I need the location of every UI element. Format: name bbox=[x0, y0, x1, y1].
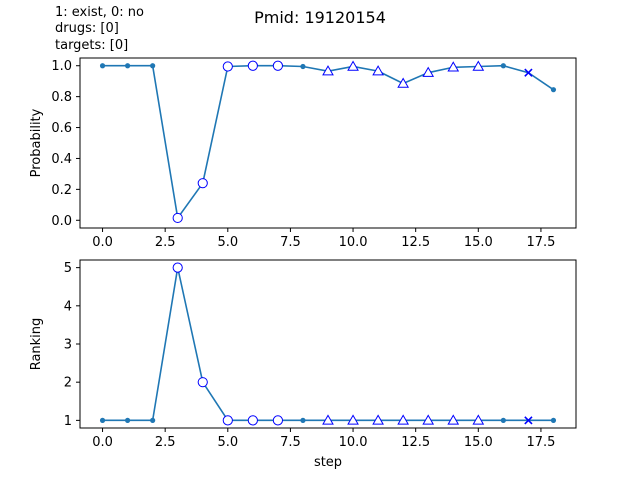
axes-frame bbox=[79, 259, 577, 429]
point-circle bbox=[272, 60, 283, 71]
point-circle bbox=[222, 415, 233, 426]
y-tick-label: 0.2 bbox=[51, 183, 72, 198]
x-tick-label: 12.5 bbox=[401, 435, 430, 450]
point-circle bbox=[272, 415, 283, 426]
point-triangle bbox=[322, 65, 334, 76]
point-triangle bbox=[472, 60, 485, 71]
axes-frame bbox=[79, 57, 577, 229]
y-axis-label: Probability bbox=[29, 108, 44, 177]
x-tick-label: 2.5 bbox=[155, 435, 176, 450]
point-dot bbox=[550, 417, 557, 423]
x-tick-label: 17.5 bbox=[526, 235, 555, 250]
point-dot bbox=[550, 87, 557, 93]
y-tick-label: 1 bbox=[64, 414, 72, 429]
y-tick-label: 2 bbox=[64, 376, 72, 391]
x-tick-label: 10.0 bbox=[339, 435, 368, 450]
x-tick-label: 7.5 bbox=[280, 435, 301, 450]
figure-title: Pmid: 19120154 bbox=[254, 8, 386, 27]
point-triangle bbox=[422, 414, 435, 425]
point-dot bbox=[500, 63, 506, 69]
point-triangle bbox=[447, 414, 460, 425]
x-tick-label: 5.0 bbox=[217, 235, 238, 250]
point-triangle bbox=[422, 66, 435, 77]
y-tick-label: 0.4 bbox=[51, 152, 72, 167]
series-line bbox=[102, 64, 554, 220]
x-tick-label: 2.5 bbox=[155, 235, 176, 250]
x-axis-label: step bbox=[314, 455, 342, 470]
point-triangle bbox=[472, 414, 485, 425]
point-dot bbox=[300, 63, 306, 70]
y-tick-label: 5 bbox=[64, 261, 72, 276]
point-x bbox=[524, 68, 533, 77]
point-triangle bbox=[372, 65, 384, 76]
point-dot bbox=[150, 63, 156, 69]
y-tick-label: 0.6 bbox=[51, 121, 72, 136]
ranking-panel: 0.0 2.5 5.0 7.5 10.0 12.5 15.0 17.5 1 2 3 4 5 Ranking… bbox=[29, 259, 577, 470]
point-dot bbox=[99, 417, 106, 423]
point-circle bbox=[222, 61, 233, 72]
note-line-3: targets: [0] bbox=[55, 38, 128, 53]
y-tick-label: 3 bbox=[64, 338, 72, 353]
point-x bbox=[524, 416, 533, 425]
point-dot bbox=[124, 417, 131, 423]
x-tick-label: 0.0 bbox=[92, 235, 113, 250]
point-dot bbox=[150, 417, 156, 423]
x-tick-label: 15.0 bbox=[464, 235, 493, 250]
x-tick-label: 17.5 bbox=[526, 435, 555, 450]
point-circle bbox=[172, 212, 183, 224]
point-triangle bbox=[347, 414, 359, 425]
series-line bbox=[102, 267, 554, 422]
x-tick-label: 10.0 bbox=[339, 235, 368, 250]
y-tick-label: 0.8 bbox=[51, 90, 72, 105]
point-dot bbox=[300, 417, 306, 423]
y-tick-label: 1.0 bbox=[51, 59, 72, 74]
point-triangle bbox=[347, 60, 359, 71]
point-triangle bbox=[322, 414, 334, 425]
x-tick-label: 0.0 bbox=[92, 435, 113, 450]
y-axis-label: Ranking bbox=[29, 318, 44, 371]
point-dot bbox=[99, 63, 106, 69]
y-tick-label: 4 bbox=[64, 299, 72, 314]
x-tick-label: 5.0 bbox=[217, 435, 238, 450]
point-circle bbox=[197, 178, 208, 189]
x-tick-label: 7.5 bbox=[280, 235, 301, 250]
note-line-2: drugs: [0] bbox=[55, 21, 119, 36]
point-dot bbox=[500, 417, 506, 423]
point-circle bbox=[172, 262, 183, 273]
point-circle bbox=[197, 377, 208, 388]
point-triangle bbox=[397, 414, 410, 425]
point-circle bbox=[247, 60, 258, 71]
probability-panel: 0.0 2.5 5.0 7.5 10.0 12.5 15.0 17.5 0.0 0.2 0.4 0.6… bbox=[29, 57, 577, 250]
point-triangle bbox=[397, 77, 410, 88]
point-dot bbox=[124, 63, 131, 69]
point-triangle bbox=[372, 414, 384, 425]
point-triangle bbox=[447, 61, 460, 72]
point-circle bbox=[247, 415, 258, 426]
y-tick-label: 0.0 bbox=[51, 214, 72, 229]
x-tick-label: 12.5 bbox=[401, 235, 430, 250]
note-line-1: 1: exist, 0: no bbox=[55, 5, 144, 20]
x-tick-label: 15.0 bbox=[464, 435, 493, 450]
